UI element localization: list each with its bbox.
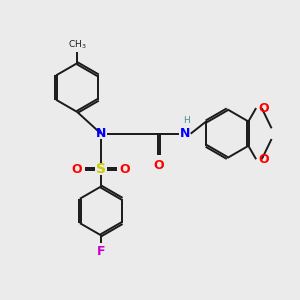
Text: S: S (96, 162, 106, 176)
Text: N: N (96, 127, 106, 140)
Text: H: H (183, 116, 190, 125)
Text: F: F (97, 245, 105, 258)
Text: O: O (258, 102, 269, 115)
Text: O: O (72, 163, 83, 176)
Text: CH$_3$: CH$_3$ (68, 38, 86, 51)
Text: O: O (258, 153, 269, 166)
Text: N: N (180, 127, 190, 140)
Text: O: O (154, 159, 164, 172)
Text: O: O (119, 163, 130, 176)
